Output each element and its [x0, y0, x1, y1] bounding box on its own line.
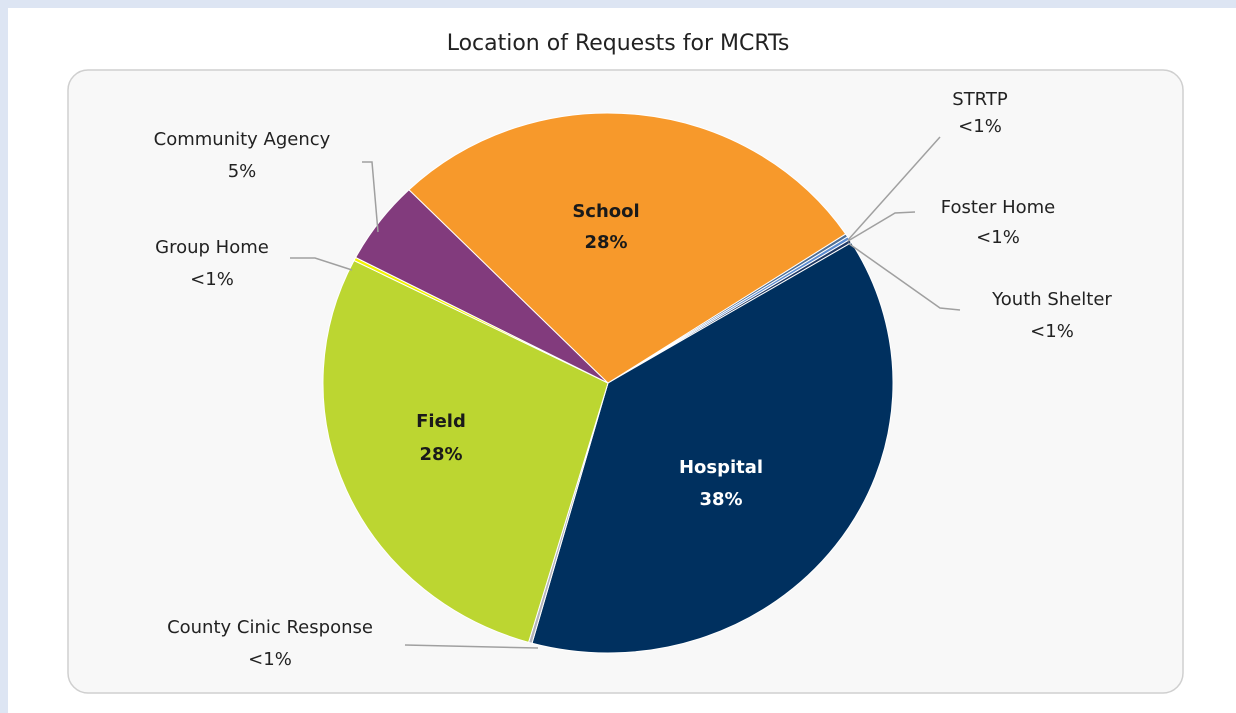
slice-label: Foster Home [941, 197, 1056, 218]
slice-label: Youth Shelter [991, 289, 1112, 310]
leader-line [847, 136, 941, 241]
slice-label: Field [416, 411, 466, 432]
leader-line [847, 211, 916, 242]
value-label: <1% [248, 649, 292, 670]
slice-label: Group Home [155, 237, 269, 258]
value-label: <1% [958, 116, 1002, 137]
pie-slice [531, 241, 894, 654]
leader-line [290, 257, 353, 271]
slice-label: Community Agency [154, 129, 331, 150]
pie-slice [322, 259, 609, 643]
slice-label: School [572, 201, 639, 222]
value-label: <1% [1030, 321, 1074, 342]
value-label: <1% [976, 227, 1020, 248]
value-label: 28% [419, 444, 462, 465]
slice-label: County Cinic Response [167, 617, 373, 638]
leader-line [847, 242, 961, 311]
slice-label: STRTP [952, 89, 1008, 110]
leader-line [404, 644, 539, 649]
value-label: 38% [699, 489, 742, 510]
value-label: 5% [228, 161, 257, 182]
value-label: 28% [584, 232, 627, 253]
leader-line [362, 161, 379, 233]
slice-label: Hospital [679, 457, 763, 478]
pie-slice [408, 112, 847, 384]
chart-title: Location of Requests for MCRTs [447, 31, 790, 56]
value-label: <1% [190, 269, 234, 290]
